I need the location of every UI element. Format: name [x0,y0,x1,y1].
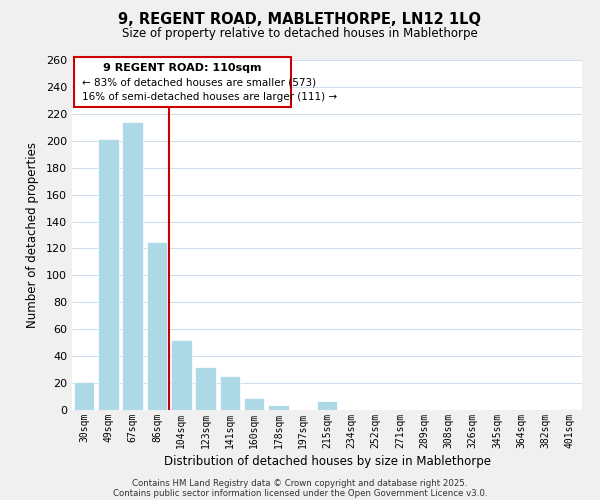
Text: Contains public sector information licensed under the Open Government Licence v3: Contains public sector information licen… [113,488,487,498]
Text: 9 REGENT ROAD: 110sqm: 9 REGENT ROAD: 110sqm [103,62,262,72]
Bar [98,140,119,410]
Text: 9, REGENT ROAD, MABLETHORPE, LN12 1LQ: 9, REGENT ROAD, MABLETHORPE, LN12 1LQ [119,12,482,28]
Bar [268,404,289,410]
Bar [122,122,143,410]
Bar [146,242,167,410]
Bar [560,408,580,410]
FancyBboxPatch shape [74,58,290,107]
X-axis label: Distribution of detached houses by size in Mablethorpe: Distribution of detached houses by size … [163,455,491,468]
Text: ← 83% of detached houses are smaller (573): ← 83% of detached houses are smaller (57… [82,78,316,88]
Bar [171,340,191,410]
Bar [220,376,240,410]
Text: Contains HM Land Registry data © Crown copyright and database right 2025.: Contains HM Land Registry data © Crown c… [132,478,468,488]
Bar [74,382,94,410]
Bar [317,400,337,410]
Bar [244,398,265,410]
Text: Size of property relative to detached houses in Mablethorpe: Size of property relative to detached ho… [122,28,478,40]
Bar [195,367,216,410]
Text: 16% of semi-detached houses are larger (111) →: 16% of semi-detached houses are larger (… [82,92,337,102]
Y-axis label: Number of detached properties: Number of detached properties [26,142,39,328]
